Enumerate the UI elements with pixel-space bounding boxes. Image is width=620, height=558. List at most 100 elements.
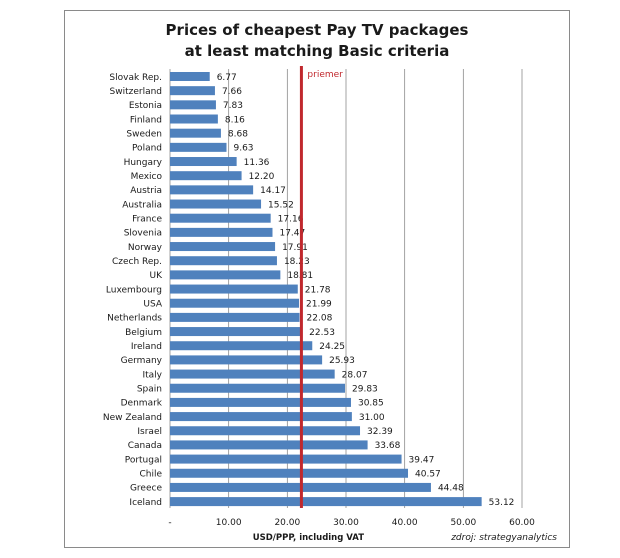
value-label: 28.07 [342, 370, 368, 380]
x-tick-label: 60.00 [509, 518, 535, 528]
category-label: Norway [128, 243, 163, 253]
value-label: 6.77 [217, 73, 237, 83]
category-label: Estonia [129, 101, 162, 111]
value-label: 29.83 [352, 385, 378, 395]
category-label: Italy [142, 370, 162, 380]
category-label: Mexico [131, 172, 163, 182]
value-label: 21.99 [306, 300, 332, 310]
value-label: 11.36 [244, 158, 270, 168]
bar [170, 199, 262, 209]
bar [170, 86, 215, 96]
bar [170, 412, 352, 422]
bar [170, 327, 303, 337]
category-label: Belgium [125, 328, 162, 338]
value-label: 30.85 [358, 399, 384, 409]
category-label: USA [143, 300, 162, 310]
value-label: 53.12 [489, 498, 515, 508]
x-tick-label: 50.00 [450, 518, 476, 528]
value-label: 25.93 [329, 356, 355, 366]
bar [170, 440, 368, 450]
bar [170, 72, 210, 81]
chart-title: Prices of cheapest Pay TV packages at le… [64, 20, 570, 62]
bar [170, 171, 242, 181]
category-label: Finland [130, 115, 162, 125]
category-label: Austria [130, 186, 162, 196]
bar [170, 369, 335, 379]
value-label: 40.57 [415, 470, 441, 480]
value-label: 8.16 [225, 115, 245, 125]
source-note: zdroj: strategyanalytics [450, 533, 557, 543]
category-label: New Zealand [103, 413, 162, 423]
value-label: 22.08 [307, 314, 333, 324]
x-tick-label: 10.00 [216, 518, 242, 528]
category-label: Germany [121, 356, 163, 366]
x-tick-label: 20.00 [274, 518, 300, 528]
category-label: Australia [122, 200, 162, 210]
category-label: Chile [139, 470, 162, 480]
x-axis-title: USD/PPP, including VAT [253, 533, 364, 543]
bar [170, 426, 361, 436]
category-label: Iceland [129, 498, 162, 508]
value-label: 33.68 [375, 441, 401, 451]
category-label: Slovak Rep. [109, 73, 162, 83]
bar [170, 213, 271, 223]
chart-title-line-1: Prices of cheapest Pay TV packages [165, 21, 469, 39]
category-label: Greece [130, 484, 162, 494]
category-label: Canada [128, 441, 162, 451]
category-label: Ireland [131, 342, 162, 352]
reference-line-label: priemer [307, 70, 343, 80]
category-label: Portugal [125, 455, 162, 465]
value-label: 32.39 [367, 427, 393, 437]
bar [170, 270, 281, 280]
bar [170, 454, 402, 464]
category-label: Czech Rep. [112, 257, 162, 267]
category-label: Netherlands [107, 314, 162, 324]
bar [170, 157, 237, 167]
category-label: Denmark [121, 399, 163, 409]
value-label: 17.16 [278, 215, 304, 225]
value-label: 39.47 [409, 455, 435, 465]
value-label: 17.91 [282, 243, 308, 253]
bar [170, 100, 216, 110]
value-label: 14.17 [260, 186, 286, 196]
value-label: 9.63 [233, 144, 253, 154]
category-label: Hungary [124, 158, 163, 168]
bar [170, 227, 273, 237]
bar [170, 142, 227, 152]
value-label: 17.47 [279, 229, 305, 239]
bar [170, 185, 254, 195]
value-label: 24.25 [319, 342, 345, 352]
value-label: 15.52 [268, 200, 294, 210]
value-label: 44.48 [438, 484, 464, 494]
x-tick-label: 40.00 [392, 518, 418, 528]
chart-title-line-2: at least matching Basic criteria [184, 42, 450, 60]
bar [170, 312, 300, 322]
category-label: Poland [132, 144, 162, 154]
bar [170, 355, 323, 365]
category-label: UK [150, 271, 164, 281]
bar [170, 341, 313, 351]
bar [170, 128, 221, 138]
value-label: 7.66 [222, 87, 242, 97]
x-tick-label: - [168, 518, 171, 528]
value-label: 31.00 [359, 413, 385, 423]
category-label: Switzerland [110, 87, 163, 97]
value-label: 8.68 [228, 129, 248, 139]
bar [170, 284, 298, 294]
value-label: 22.53 [309, 328, 335, 338]
bar [170, 114, 218, 124]
value-label: 21.78 [305, 285, 331, 295]
bar [170, 497, 482, 507]
category-label: Sweden [126, 129, 162, 139]
value-label: 12.20 [249, 172, 275, 182]
category-label: Luxembourg [106, 285, 162, 295]
value-label: 18.23 [284, 257, 310, 267]
category-label: Slovenia [124, 229, 162, 239]
category-label: Spain [137, 385, 162, 395]
bar [170, 242, 276, 252]
bar [170, 468, 409, 478]
bar [170, 383, 346, 393]
category-label: France [132, 215, 162, 225]
x-tick-label: 30.00 [333, 518, 359, 528]
